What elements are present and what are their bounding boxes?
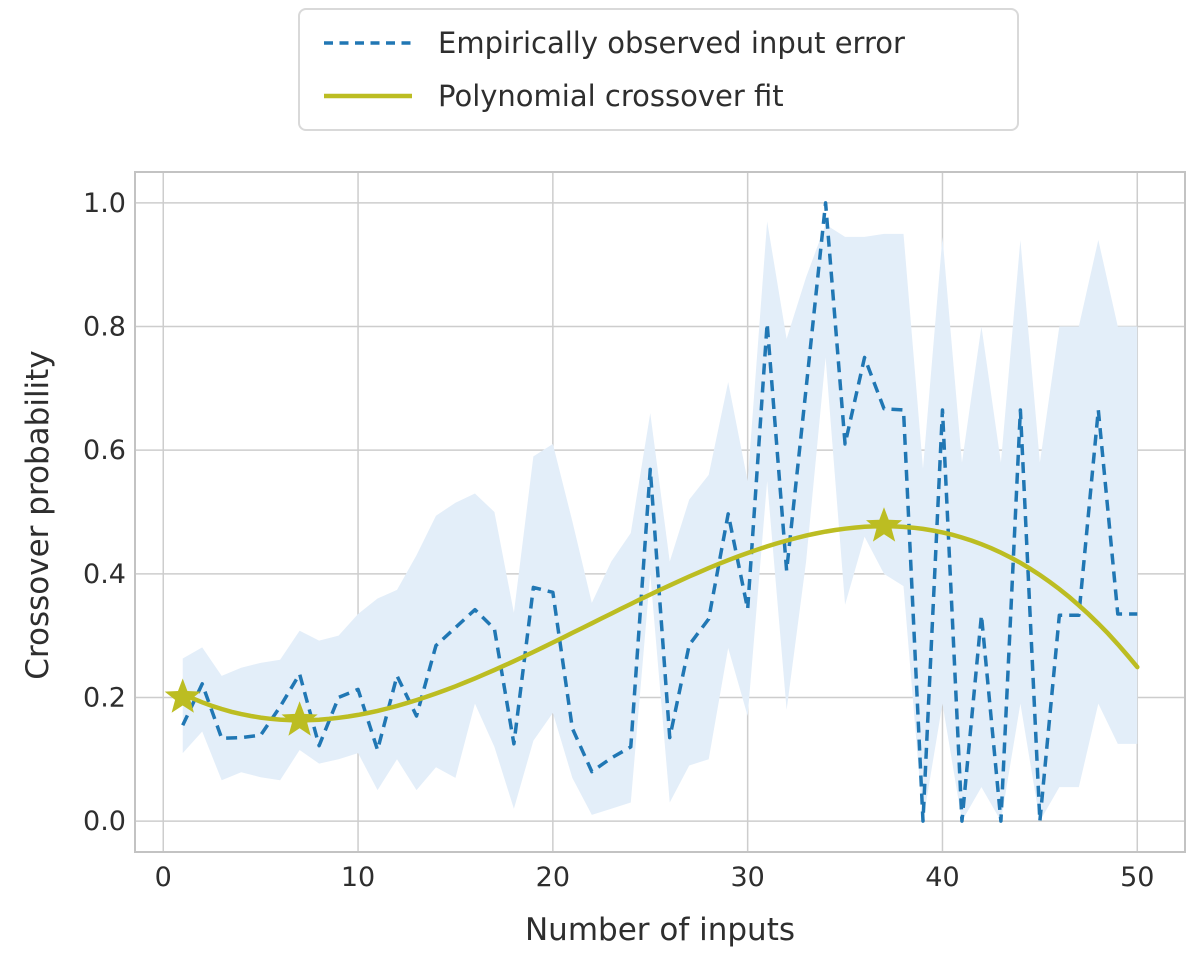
x-tick-label: 50 <box>1120 862 1154 893</box>
fit-star-marker <box>164 678 201 713</box>
y-tick-label: 0.2 <box>83 682 126 713</box>
x-tick-label: 0 <box>155 862 172 893</box>
plot-border <box>134 171 1186 853</box>
legend-item-fit: Polynomial crossover fit <box>324 79 1017 113</box>
legend: Empirically observed input error Polynom… <box>298 8 1019 131</box>
legend-label-fit: Polynomial crossover fit <box>438 79 784 114</box>
confidence-band <box>182 221 1138 822</box>
x-axis-title: Number of inputs <box>524 912 795 948</box>
x-tick-label: 30 <box>730 862 764 893</box>
y-tick-label: 0.8 <box>83 312 126 343</box>
fit-star-marker <box>866 507 903 542</box>
y-tick-label: 0.6 <box>83 435 126 466</box>
y-tick-label: 1.0 <box>83 188 126 219</box>
legend-label-empirical: Empirically observed input error <box>438 25 905 60</box>
empirical-line <box>181 201 1138 823</box>
legend-item-empirical: Empirically observed input error <box>324 26 1017 60</box>
y-axis-title: Crossover probability <box>20 350 56 680</box>
y-tick-label: 0.4 <box>83 559 126 590</box>
x-tick-label: 20 <box>536 862 570 893</box>
fit-star-marker <box>281 701 318 736</box>
x-tick-label: 40 <box>925 862 959 893</box>
dashed-line-sample-icon <box>324 41 412 45</box>
x-tick-label: 10 <box>341 862 375 893</box>
solid-line-sample-icon <box>324 94 412 99</box>
fit-curve <box>180 523 1140 723</box>
y-tick-label: 0.0 <box>83 806 126 837</box>
